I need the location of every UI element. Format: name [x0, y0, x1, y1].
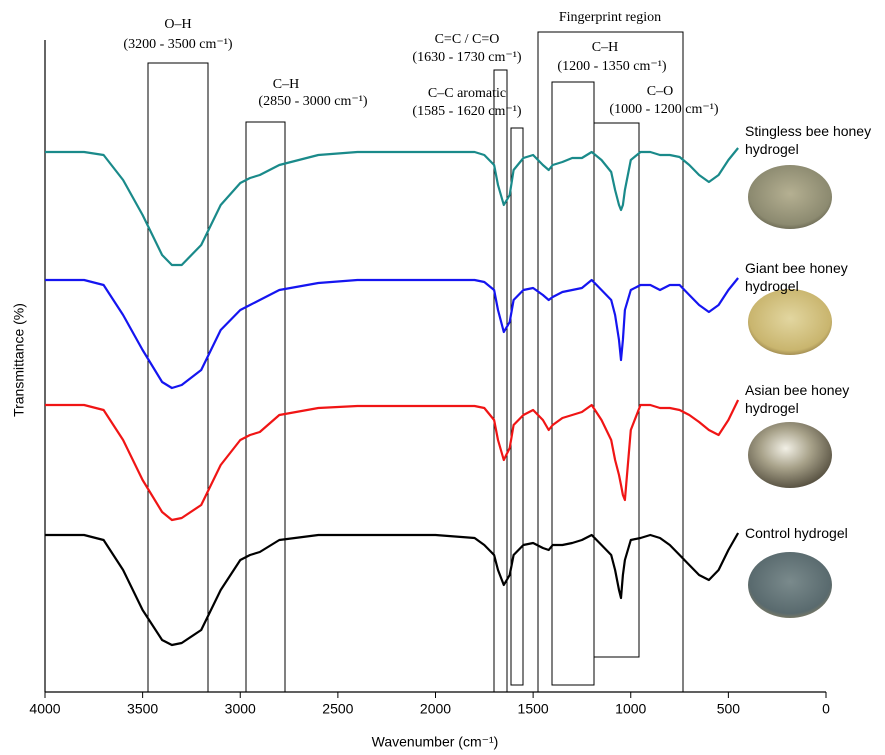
series-line	[45, 533, 738, 645]
band-box	[148, 63, 208, 692]
annotation: (1000 - 1200 cm⁻¹)	[609, 102, 719, 117]
sample-photo	[748, 552, 832, 618]
legend-label: Control hydrogel	[745, 524, 885, 542]
sample-photo	[748, 422, 832, 488]
page: O–H (3200 - 3500 cm⁻¹) C–H (2850 - 3000 …	[0, 0, 885, 755]
sample-photo	[748, 289, 832, 355]
legend-label: Stingless bee honey hydrogel	[745, 122, 885, 158]
annotation: C–H	[273, 77, 299, 92]
annotation: Fingerprint region	[559, 10, 661, 25]
legend-label: Giant bee honey hydrogel	[745, 259, 885, 295]
x-tick-label: 1000	[615, 701, 646, 717]
band-box	[538, 32, 683, 692]
annotation: C–H	[592, 40, 618, 55]
x-tick-label: 2500	[322, 701, 353, 717]
x-tick-label: 1500	[518, 701, 549, 717]
y-axis-label: Transmittance (%)	[11, 303, 27, 417]
annotation: O–H	[164, 17, 191, 32]
legend-label: Asian bee honey hydrogel	[745, 381, 885, 417]
annotation: (1585 - 1620 cm⁻¹)	[412, 104, 522, 119]
band-box	[246, 122, 285, 692]
annotation: (1630 - 1730 cm⁻¹)	[412, 50, 522, 65]
series-line	[45, 400, 738, 520]
x-tick-label: 500	[717, 701, 741, 717]
chart: O–H (3200 - 3500 cm⁻¹) C–H (2850 - 3000 …	[0, 0, 885, 755]
x-tick-label: 4000	[29, 701, 60, 717]
annotation: (3200 - 3500 cm⁻¹)	[123, 37, 233, 52]
annotation: (1200 - 1350 cm⁻¹)	[557, 59, 667, 74]
annotation: C–C aromatic	[428, 86, 506, 101]
x-axis-label: Wavenumber (cm⁻¹)	[372, 734, 499, 750]
x-tick-label: 3500	[127, 701, 158, 717]
x-tick-label: 3000	[225, 701, 256, 717]
x-tick-label: 2000	[420, 701, 451, 717]
annotation: C–O	[647, 84, 673, 99]
annotation: (2850 - 3000 cm⁻¹)	[258, 94, 368, 109]
x-tick-label: 0	[822, 701, 830, 717]
series-line	[45, 148, 738, 265]
band-box	[494, 70, 507, 692]
band-box	[511, 128, 523, 685]
band-box	[552, 82, 594, 685]
sample-photo	[748, 165, 832, 229]
annotation: C=C / C=O	[435, 32, 500, 47]
series-line	[45, 278, 738, 388]
